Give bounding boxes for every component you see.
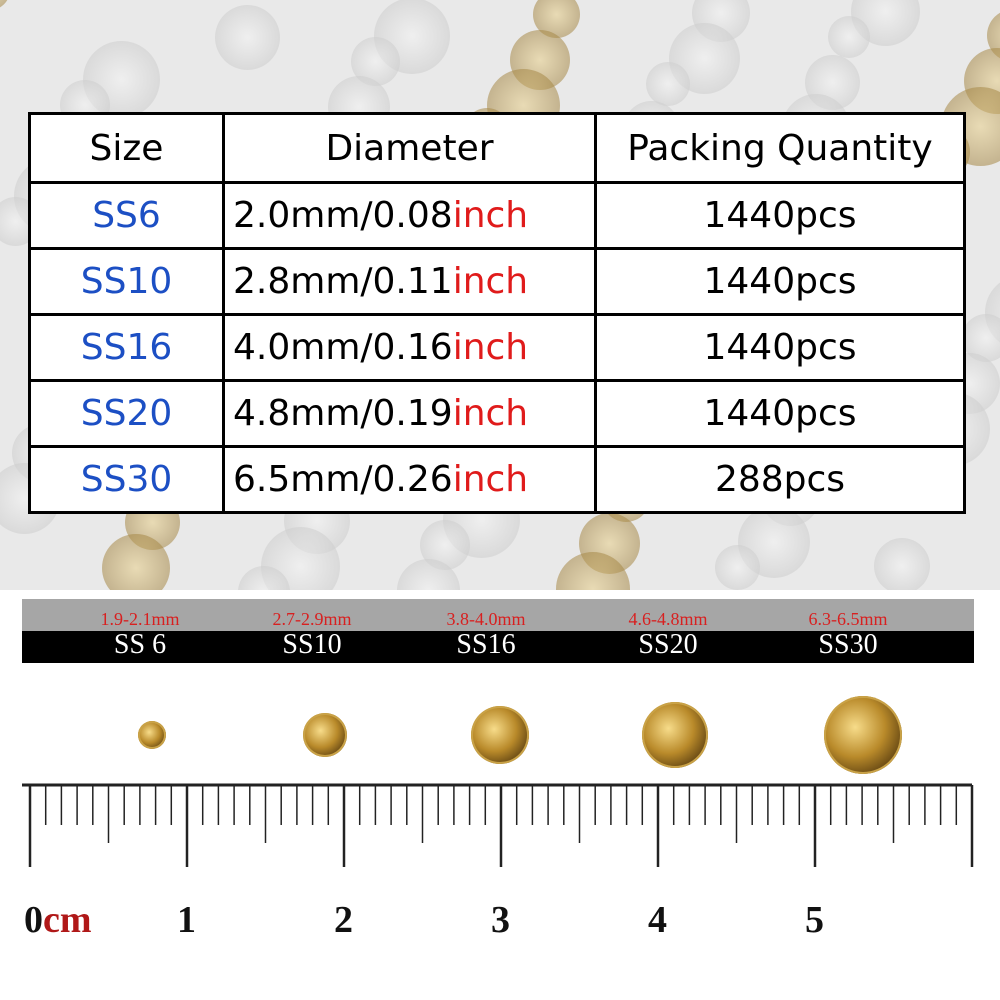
diameter-cell: 2.0mm/0.08inch bbox=[222, 181, 597, 250]
size-cell: SS20 bbox=[28, 379, 225, 448]
quantity-cell: 1440pcs bbox=[594, 379, 966, 448]
stone bbox=[215, 5, 280, 70]
ruler-label: 5 bbox=[805, 899, 824, 941]
table-row: SS20 4.8mm/0.19inch 1440pcs bbox=[28, 379, 966, 448]
table-row: SS6 2.0mm/0.08inch 1440pcs bbox=[28, 181, 966, 250]
size-cell: SS10 bbox=[28, 247, 225, 316]
ruler-label: 4 bbox=[648, 899, 667, 941]
quantity-cell: 1440pcs bbox=[594, 247, 966, 316]
diameter-unit: inch bbox=[452, 195, 529, 236]
size-range: 6.3-6.5mm bbox=[808, 609, 888, 629]
ruler-label: 2 bbox=[334, 899, 353, 941]
diameter-unit: inch bbox=[452, 459, 529, 500]
size-cell: SS16 bbox=[28, 313, 225, 382]
size-reference-bar: 1.9-2.1mm SS 6 2.7-2.9mm SS10 3.8-4.0mm SS16 4… bbox=[22, 599, 974, 663]
size-bar-grey bbox=[22, 599, 974, 631]
stone bbox=[828, 16, 870, 58]
size-bar-item: 2.7-2.9mm SS10 bbox=[227, 599, 397, 663]
header-diameter: Diameter bbox=[222, 112, 597, 184]
table-row: SS10 2.8mm/0.11inch 1440pcs bbox=[28, 247, 966, 316]
diameter-value: 6.5mm/0.26 bbox=[233, 459, 453, 500]
size-name: SS16 bbox=[456, 629, 516, 660]
size-range: 2.7-2.9mm bbox=[272, 609, 352, 629]
size-bar-item: 4.6-4.8mm SS20 bbox=[583, 599, 753, 663]
size-name: SS10 bbox=[282, 629, 342, 660]
size-cell: SS6 bbox=[28, 181, 225, 250]
diameter-unit: inch bbox=[452, 393, 529, 434]
rhinestone-gem bbox=[138, 721, 166, 749]
ruler-zero: 0cm bbox=[24, 898, 92, 942]
ruler bbox=[22, 783, 974, 867]
quantity-cell: 1440pcs bbox=[594, 313, 966, 382]
size-name: SS 6 bbox=[113, 629, 167, 660]
size-name: SS20 bbox=[638, 629, 698, 660]
quantity-cell: 288pcs bbox=[594, 445, 966, 514]
rhinestone-gem bbox=[824, 696, 902, 774]
diameter-value: 4.0mm/0.16 bbox=[233, 327, 453, 368]
size-range: 4.6-4.8mm bbox=[628, 609, 708, 629]
diameter-cell: 6.5mm/0.26inch bbox=[222, 445, 597, 514]
table-row: SS30 6.5mm/0.26inch 288pcs bbox=[28, 445, 966, 514]
quantity-cell: 1440pcs bbox=[594, 181, 966, 250]
diameter-unit: inch bbox=[452, 327, 529, 368]
size-bar-item: 6.3-6.5mm SS30 bbox=[763, 599, 933, 663]
stone bbox=[715, 545, 760, 590]
size-range: 3.8-4.0mm bbox=[446, 609, 526, 629]
size-table: Size Diameter Packing Quantity SS6 2.0mm/… bbox=[28, 112, 966, 514]
size-bar-item: 1.9-2.1mm SS 6 bbox=[55, 599, 225, 663]
diameter-cell: 4.8mm/0.19inch bbox=[222, 379, 597, 448]
ruler-unit: cm bbox=[43, 899, 92, 941]
size-cell: SS30 bbox=[28, 445, 225, 514]
stone bbox=[102, 534, 170, 590]
table-row: SS16 4.0mm/0.16inch 1440pcs bbox=[28, 313, 966, 382]
rhinestone-gem bbox=[471, 706, 529, 764]
diameter-value: 2.8mm/0.11 bbox=[233, 261, 453, 302]
diameter-cell: 4.0mm/0.16inch bbox=[222, 313, 597, 382]
ruler-zero-label: 0 bbox=[24, 899, 43, 941]
size-range: 1.9-2.1mm bbox=[100, 609, 180, 629]
stone bbox=[0, 0, 10, 10]
rhinestone-gem bbox=[303, 713, 347, 757]
stone bbox=[646, 62, 690, 106]
size-bar-black bbox=[22, 631, 974, 663]
header-packing-quantity: Packing Quantity bbox=[594, 112, 966, 184]
rhinestone-gem bbox=[642, 702, 708, 768]
stone bbox=[874, 538, 930, 590]
diameter-cell: 2.8mm/0.11inch bbox=[222, 247, 597, 316]
header-size: Size bbox=[28, 112, 225, 184]
diameter-unit: inch bbox=[452, 261, 529, 302]
diameter-value: 4.8mm/0.19 bbox=[233, 393, 453, 434]
ruler-label: 1 bbox=[177, 899, 196, 941]
size-bar-item: 3.8-4.0mm SS16 bbox=[401, 599, 571, 663]
table-header: Size Diameter Packing Quantity bbox=[28, 112, 966, 184]
size-name: SS30 bbox=[818, 629, 878, 660]
ruler-label: 3 bbox=[491, 899, 510, 941]
diameter-value: 2.0mm/0.08 bbox=[233, 195, 453, 236]
